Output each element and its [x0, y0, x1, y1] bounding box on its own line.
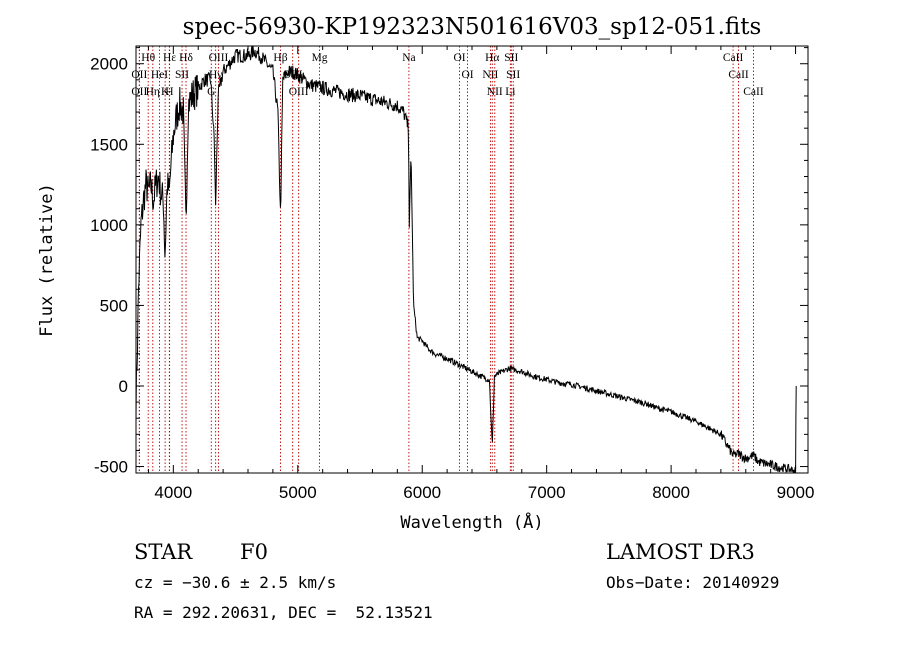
y-tick-label: -500 [94, 458, 128, 477]
emission-line-label: OIII [209, 52, 229, 64]
plot-frame [135, 45, 809, 474]
data-release: LAMOST DR3 [606, 540, 755, 564]
axis-ticks: 4000 5000 6000 7000 8000 9000 -500 0 500 1000 1500… [90, 46, 814, 502]
emission-line-label: OI [453, 52, 465, 64]
emission-line-label: Mg [312, 52, 328, 64]
y-tick-label: 500 [100, 296, 128, 315]
x-tick-label: 7000 [528, 483, 566, 502]
emission-line-label: Hθ [141, 52, 155, 64]
emission-line-label: H [165, 86, 173, 98]
emission-line-label: HeI [151, 69, 168, 81]
x-tick-label: 5000 [279, 483, 317, 502]
emission-line-label: Na [402, 52, 415, 64]
emission-line-label: NII [482, 69, 498, 81]
emission-line-label: Hα [485, 52, 499, 64]
x-tick-label: 8000 [652, 483, 690, 502]
coordinates: RA = 292.20631, DEC = 52.13521 [134, 603, 433, 622]
emission-line-label: Hη [146, 86, 160, 98]
y-tick-label: 0 [119, 377, 128, 396]
emission-line-label: CaII [743, 86, 764, 98]
emission-line-label: OI [461, 69, 473, 81]
x-tick-label: 9000 [777, 483, 815, 502]
emission-line-label: Hγ [209, 69, 222, 81]
object-subclass: F0 [240, 540, 268, 564]
spectrum-line [135, 45, 797, 474]
y-axis-label: Flux (relative) [37, 183, 57, 337]
chart-title: spec-56930-KP192323N501616V03_sp12-051.f… [183, 14, 762, 40]
y-tick-label: 1500 [90, 135, 128, 154]
emission-line-markers [138, 46, 754, 473]
x-axis-label: Wavelength (Å) [400, 511, 543, 533]
emission-line-label: CaII [723, 52, 744, 64]
emission-line-label: OIII [289, 86, 309, 98]
y-tick-label: 1000 [90, 216, 128, 235]
emission-line-label: SII [504, 52, 518, 64]
emission-line-label: NII [487, 86, 503, 98]
emission-line-label: Hε [163, 52, 176, 64]
emission-line-label: OII [131, 86, 147, 98]
emission-line-label: Hδ [179, 52, 193, 64]
redshift-cz: cz = −30.6 ± 2.5 km/s [134, 573, 337, 592]
emission-line-label: K [161, 86, 170, 98]
emission-line-label: SII [506, 69, 520, 81]
x-tick-label: 6000 [403, 483, 441, 502]
emission-line-label: Li [505, 86, 515, 98]
object-class: STAR [134, 540, 193, 564]
emission-line-label: Hβ [273, 52, 287, 64]
emission-line-label: OII [131, 69, 147, 81]
obs-date: Obs−Date: 20140929 [606, 573, 780, 592]
x-tick-label: 4000 [154, 483, 192, 502]
emission-line-label: SII [175, 69, 189, 81]
emission-line-label: CaII [728, 69, 749, 81]
y-tick-label: 2000 [90, 55, 128, 74]
